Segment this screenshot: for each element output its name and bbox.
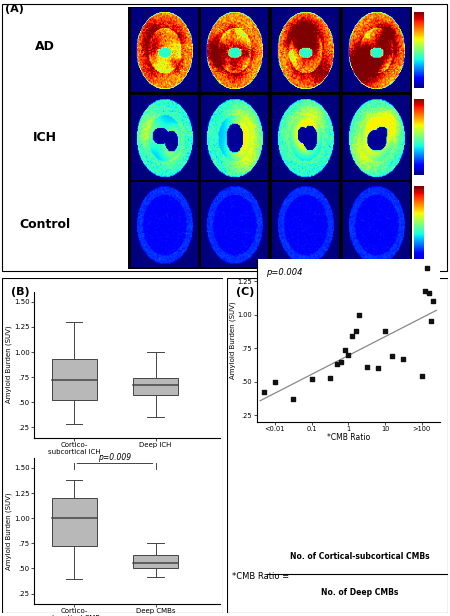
Y-axis label: Amyloid Burden (SUV): Amyloid Burden (SUV) xyxy=(230,301,236,379)
Point xyxy=(260,387,267,397)
Text: No. of Deep CMBs: No. of Deep CMBs xyxy=(321,588,398,597)
X-axis label: *CMB Ratio: *CMB Ratio xyxy=(327,434,370,442)
Text: p=0.004: p=0.004 xyxy=(266,269,302,277)
Text: (C): (C) xyxy=(236,287,254,297)
Point xyxy=(348,331,356,341)
Point xyxy=(341,345,348,355)
Point xyxy=(308,374,315,384)
Bar xyxy=(52,498,97,546)
Bar xyxy=(128,7,412,93)
Text: *CMB Ratio =: *CMB Ratio = xyxy=(232,572,289,581)
Point xyxy=(363,362,370,372)
Text: ICH: ICH xyxy=(33,131,57,144)
Point xyxy=(334,359,341,369)
Point xyxy=(374,363,381,373)
Point xyxy=(428,317,435,326)
Point xyxy=(338,357,345,367)
Point xyxy=(426,288,433,298)
Text: AD: AD xyxy=(35,40,55,53)
Bar xyxy=(133,378,178,395)
Text: (A): (A) xyxy=(4,4,23,14)
Bar xyxy=(128,181,412,269)
Point xyxy=(382,326,389,336)
Point xyxy=(418,371,425,381)
Bar xyxy=(128,93,412,181)
Y-axis label: Amyloid Burden (SUV): Amyloid Burden (SUV) xyxy=(6,326,13,403)
Bar xyxy=(133,556,178,569)
Point xyxy=(345,350,352,360)
Point xyxy=(389,351,396,361)
Point xyxy=(400,354,407,364)
Text: (B): (B) xyxy=(11,287,30,297)
Text: p=0.009: p=0.009 xyxy=(99,453,131,463)
Point xyxy=(290,394,297,404)
Point xyxy=(326,373,333,383)
Text: No. of Cortical-subcortical CMBs: No. of Cortical-subcortical CMBs xyxy=(290,552,429,561)
Point xyxy=(423,263,431,273)
Bar xyxy=(52,359,97,400)
Text: Control: Control xyxy=(19,218,71,231)
Point xyxy=(356,310,363,320)
Point xyxy=(422,286,429,296)
Point xyxy=(352,326,359,336)
Point xyxy=(271,377,279,387)
Y-axis label: Amyloid Burden (SUV): Amyloid Burden (SUV) xyxy=(6,492,13,570)
Point xyxy=(429,296,436,306)
